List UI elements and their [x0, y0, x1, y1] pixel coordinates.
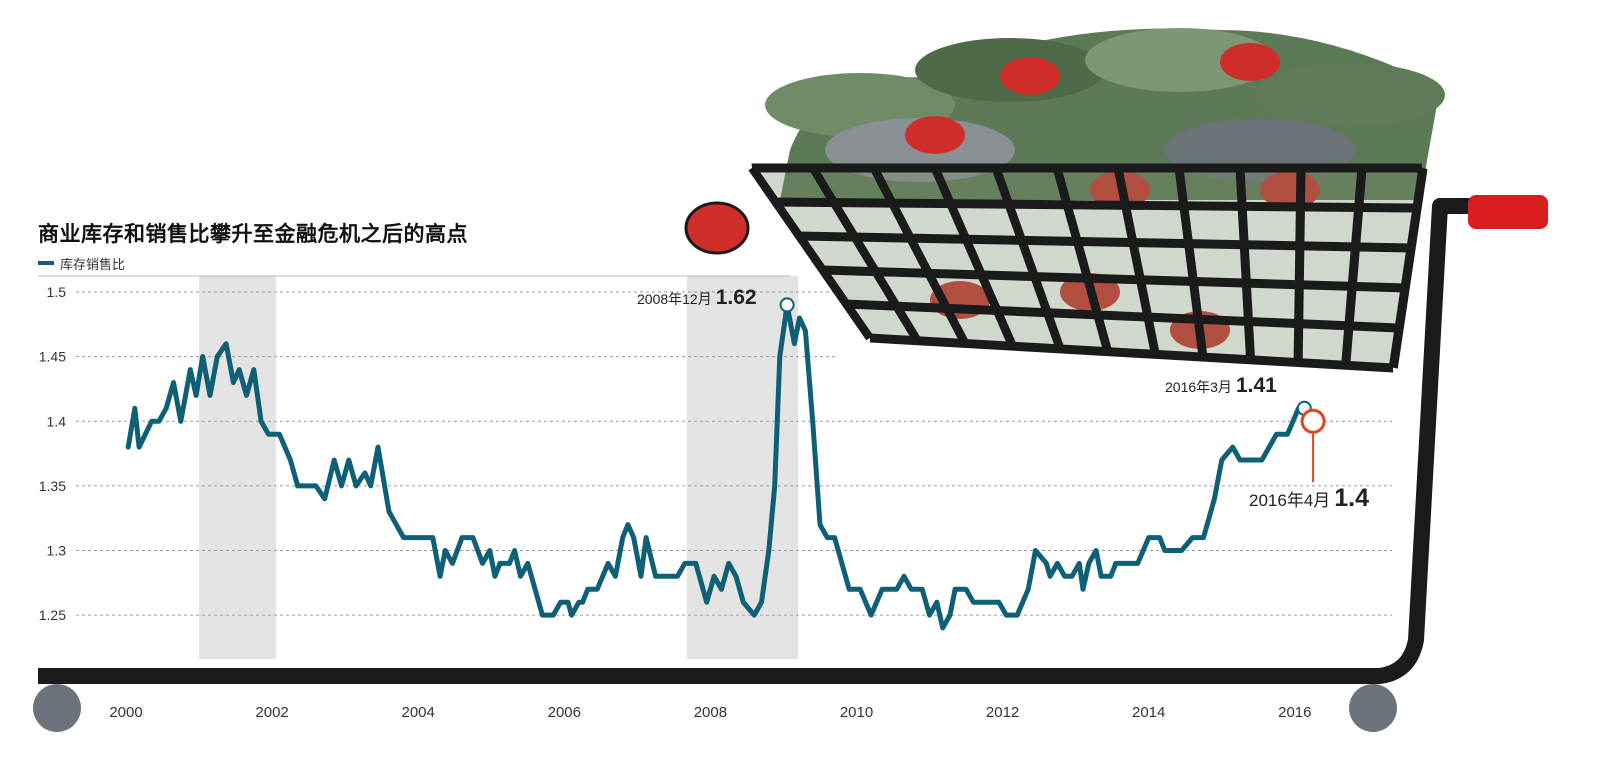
chart-title: 商业库存和销售比攀升至金融危机之后的高点 — [38, 222, 468, 246]
red-coin-1 — [1000, 57, 1060, 95]
cart-basket — [748, 163, 1428, 373]
y-tick-label: 1.25 — [39, 607, 66, 623]
x-tick-label: 2010 — [840, 704, 873, 721]
basket-bar-h — [775, 197, 1417, 213]
falling-coin — [684, 201, 750, 255]
shopping-cart-illustration — [33, 28, 1548, 732]
cart-frame — [38, 198, 1500, 684]
basket-bar-v — [1174, 167, 1208, 357]
annotation-2008-peak: 2008年12月 1.62 — [637, 286, 757, 310]
basket-bar-v — [1388, 166, 1428, 369]
cart-wheel-left — [33, 684, 81, 732]
series-line-1 — [125, 302, 1313, 631]
basket-bar-v — [748, 165, 874, 341]
highlight-markers — [779, 297, 1326, 482]
annotation-2016-march: 2016年3月 1.41 — [1165, 374, 1277, 398]
x-tick-labels: 2000 2002 2004 2006 2008 2010 2012 2014 2016 — [109, 704, 1311, 721]
basket-bar-v — [1113, 167, 1160, 355]
x-tick-label: 2012 — [986, 704, 1019, 721]
banknote-4 — [1255, 63, 1445, 127]
banknote-3 — [1085, 28, 1275, 92]
legend: 库存销售比 — [38, 254, 126, 273]
series-layer — [125, 302, 1313, 631]
legend-label: 库存销售比 — [60, 257, 126, 273]
x-tick-label: 2002 — [255, 704, 288, 721]
red-coin-2 — [1220, 43, 1280, 81]
cart-wheel-right — [1349, 684, 1397, 732]
y-tick-label: 1.45 — [39, 349, 66, 365]
y-tick-label: 1.5 — [47, 284, 67, 300]
annotation-date: 2008年12月 — [637, 291, 712, 307]
shaded-period-1 — [199, 276, 276, 659]
y-tick-labels: 1.25 1.3 1.35 1.4 1.45 1.5 — [39, 284, 66, 623]
marker-2008-peak — [779, 297, 795, 313]
basket-bar-h — [822, 265, 1405, 293]
marker-2016-april — [1300, 408, 1326, 434]
cart-handle — [1468, 195, 1548, 229]
y-tick-label: 1.3 — [47, 543, 67, 559]
annotation-date: 2016年3月 — [1165, 379, 1232, 395]
x-tick-label: 2006 — [548, 704, 581, 721]
y-tick-label: 1.4 — [47, 413, 67, 429]
basket-bar-h — [846, 299, 1400, 333]
annotation-date: 2016年4月 — [1249, 491, 1331, 510]
basket-bar-v — [1341, 167, 1367, 366]
legend-swatch — [38, 261, 54, 265]
basket-bar-v — [809, 165, 922, 343]
annotation-value: 1.62 — [715, 286, 757, 309]
x-tick-label: 2014 — [1132, 704, 1165, 721]
basket-bar-v — [1235, 167, 1256, 360]
x-tick-label: 2008 — [694, 704, 727, 721]
basket-bar-v — [991, 166, 1065, 350]
x-tick-label: 2004 — [402, 704, 435, 721]
y-tick-label: 1.35 — [39, 478, 66, 494]
x-tick-label: 2000 — [109, 704, 142, 721]
basket-bar-h — [869, 333, 1394, 373]
basket-bar-h — [798, 231, 1411, 253]
annotation-value: 1.4 — [1334, 484, 1370, 512]
annotation-2016-april: 2016年4月 1.4 — [1249, 484, 1369, 513]
basket-bar-v — [930, 166, 1017, 348]
x-tick-label: 2016 — [1278, 704, 1311, 721]
annotation-value: 1.41 — [1235, 374, 1277, 397]
red-coin-3 — [905, 116, 965, 154]
basket-bar-v — [1052, 167, 1113, 353]
basket-bar-v — [1293, 167, 1306, 363]
basket-bar-v — [870, 166, 970, 346]
